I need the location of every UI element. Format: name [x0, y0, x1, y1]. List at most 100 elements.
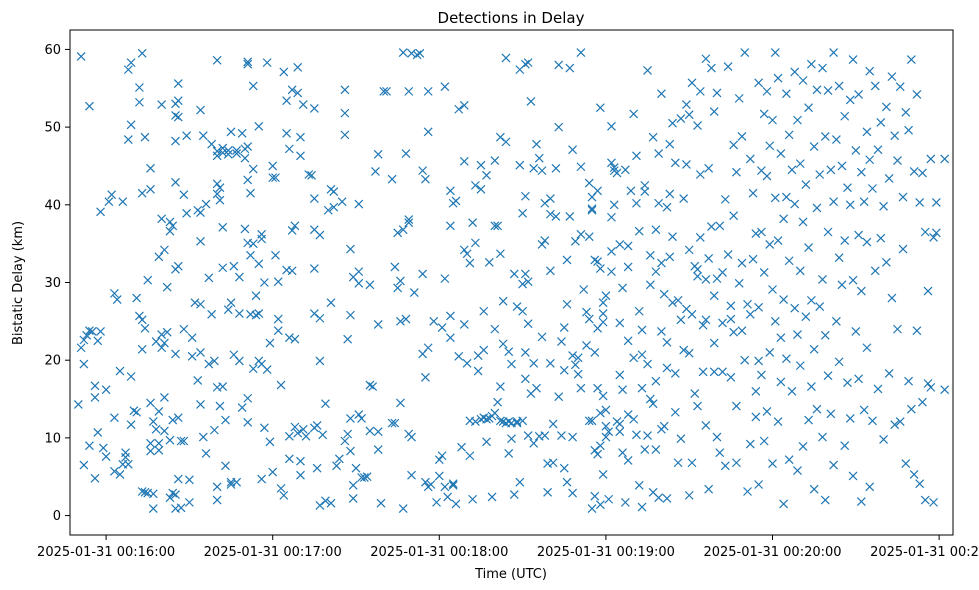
- data-point-x-marker: [340, 436, 350, 446]
- data-point-x-marker: [509, 269, 519, 279]
- data-point-x-marker: [132, 407, 142, 417]
- data-point-x-marker: [595, 408, 605, 418]
- data-point-x-marker: [515, 477, 525, 487]
- data-point-x-marker: [731, 458, 741, 468]
- data-point-x-marker: [923, 286, 933, 296]
- data-point-x-marker: [173, 112, 183, 122]
- data-point-x-marker: [296, 151, 305, 161]
- x-tick-label: 2025-01-31 00:18:00: [370, 545, 508, 560]
- plot-area: [69, 29, 954, 536]
- data-point-x-marker: [470, 238, 480, 248]
- data-point-x-marker: [445, 186, 455, 196]
- data-point-x-marker: [287, 226, 297, 235]
- data-point-x-marker: [626, 186, 636, 196]
- data-point-x-marker: [487, 492, 497, 502]
- data-point-x-marker: [584, 314, 594, 324]
- data-point-x-marker: [379, 86, 389, 96]
- data-point-x-marker: [854, 374, 864, 384]
- data-point-x-marker: [756, 370, 766, 380]
- data-point-x-marker: [146, 398, 155, 408]
- data-point-x-marker: [831, 316, 841, 326]
- data-point-x-marker: [690, 389, 700, 399]
- data-point-x-marker: [171, 177, 180, 187]
- data-point-x-marker: [437, 451, 447, 461]
- data-point-x-marker: [654, 198, 664, 208]
- data-point-x-marker: [396, 276, 405, 286]
- data-point-x-marker: [196, 236, 205, 246]
- data-point-x-marker: [110, 413, 119, 423]
- data-point-x-marker: [371, 166, 380, 176]
- data-point-x-marker: [243, 142, 253, 151]
- data-point-x-marker: [429, 316, 439, 326]
- data-point-x-marker: [895, 417, 905, 426]
- data-point-x-marker: [179, 324, 189, 334]
- data-point-x-marker: [798, 76, 808, 85]
- data-point-x-marker: [865, 482, 875, 492]
- data-point-x-marker: [920, 227, 930, 237]
- data-point-x-marker: [912, 90, 922, 99]
- data-point-x-marker: [279, 67, 289, 77]
- data-point-x-marker: [651, 376, 661, 386]
- data-point-x-marker: [495, 382, 505, 392]
- data-point-x-marker: [623, 262, 633, 272]
- data-point-x-marker: [765, 240, 775, 249]
- data-point-x-marker: [823, 371, 833, 381]
- data-point-x-marker: [254, 309, 264, 319]
- data-point-x-marker: [287, 266, 297, 276]
- data-point-x-marker: [226, 480, 236, 489]
- data-point-x-marker: [273, 326, 283, 336]
- data-point-x-marker: [662, 337, 672, 347]
- data-point-x-marker: [137, 487, 147, 496]
- data-point-x-marker: [637, 325, 647, 335]
- data-point-x-marker: [326, 298, 336, 308]
- data-point-x-marker: [823, 86, 833, 96]
- data-point-x-marker: [762, 407, 772, 416]
- data-point-x-marker: [115, 366, 125, 376]
- data-point-x-marker: [615, 318, 625, 328]
- data-point-x-marker: [834, 253, 844, 263]
- data-point-x-marker: [254, 121, 264, 131]
- data-point-x-marker: [420, 477, 430, 487]
- data-point-x-marker: [629, 109, 639, 119]
- data-point-x-marker: [931, 228, 941, 238]
- data-point-x-marker: [276, 380, 286, 390]
- data-point-x-marker: [418, 269, 428, 279]
- data-point-x-marker: [856, 286, 866, 296]
- data-point-x-marker: [848, 55, 858, 64]
- data-point-x-marker: [548, 458, 558, 468]
- data-point-x-marker: [648, 132, 658, 142]
- data-point-x-marker: [904, 125, 913, 135]
- data-point-x-marker: [695, 170, 705, 179]
- data-point-x-marker: [298, 100, 308, 110]
- data-point-x-marker: [640, 445, 650, 454]
- data-point-x-marker: [779, 499, 789, 509]
- data-point-x-marker: [373, 445, 383, 454]
- data-point-x-marker: [820, 132, 830, 141]
- data-point-x-marker: [815, 170, 825, 179]
- data-point-x-marker: [146, 184, 155, 194]
- data-point-x-marker: [601, 432, 611, 442]
- data-point-x-marker: [926, 382, 936, 392]
- data-point-x-marker: [212, 482, 222, 492]
- data-point-x-marker: [420, 372, 430, 382]
- data-point-x-marker: [754, 480, 764, 489]
- data-point-x-marker: [673, 295, 683, 305]
- data-point-x-marker: [110, 288, 119, 298]
- data-point-x-marker: [407, 432, 416, 442]
- data-point-x-marker: [582, 341, 591, 350]
- data-point-x-marker: [601, 405, 611, 415]
- data-point-x-marker: [584, 178, 594, 188]
- data-point-x-marker: [576, 162, 586, 172]
- data-point-x-marker: [351, 463, 361, 473]
- data-point-x-marker: [284, 144, 294, 154]
- data-point-x-marker: [590, 347, 600, 357]
- data-point-x-marker: [804, 243, 814, 252]
- data-point-x-marker: [493, 397, 503, 407]
- data-point-x-marker: [665, 252, 675, 262]
- data-point-x-marker: [518, 306, 528, 316]
- data-point-x-marker: [609, 200, 619, 210]
- data-point-x-marker: [843, 378, 852, 388]
- data-point-x-marker: [776, 377, 786, 387]
- data-point-x-marker: [918, 397, 927, 407]
- data-point-x-marker: [454, 104, 464, 114]
